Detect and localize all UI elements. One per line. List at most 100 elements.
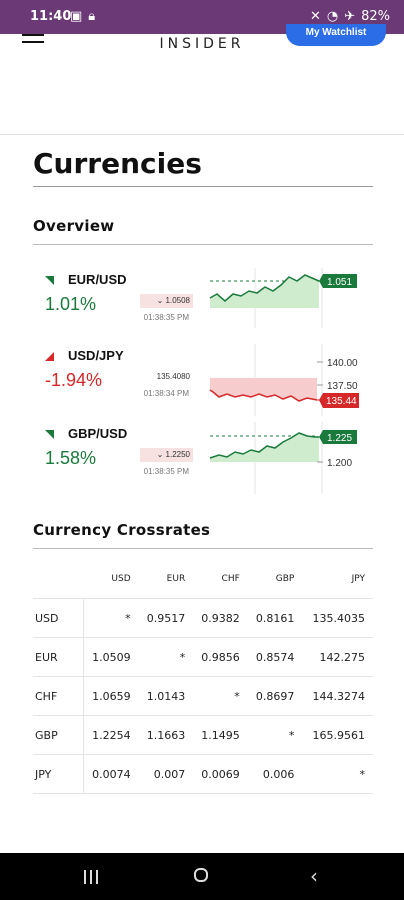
current-value-label: 1.051	[327, 277, 352, 288]
crossrates-table: USD EUR CHF GBP JPY USD * 0.9517 0.9382 …	[33, 560, 373, 794]
table-cell: 0.9856	[193, 637, 248, 677]
airplane-icon: ✈	[344, 9, 356, 24]
price-value: ⌄ 1.0508	[140, 294, 193, 308]
table-cell: 1.1663	[138, 715, 194, 755]
current-value-badge	[319, 393, 359, 408]
table-row: JPY 0.0074 0.007 0.0069 0.006 *	[33, 754, 373, 794]
sparkline-chart[interactable]: 1.200 1.225	[207, 422, 373, 494]
mute-icon: ✕	[309, 9, 321, 24]
currency-row-eurusd[interactable]: EUR/USD 1.01% ⌄ 1.0508 01:38:35 PM 1.051	[33, 268, 373, 344]
table-cell: 142.275	[302, 637, 373, 677]
currency-row-usdjpy[interactable]: USD/JPY -1.94% 135.4080 01:38:34 PM 140.…	[33, 344, 373, 420]
currency-row-gbpusd[interactable]: GBP/USD 1.58% ⌄ 1.2250 01:38:35 PM 1.200…	[33, 422, 373, 498]
currency-pair[interactable]: GBP/USD	[68, 426, 128, 441]
current-value-badge	[319, 430, 357, 444]
status-time: 11:40	[30, 9, 72, 24]
table-cell: 0.8161	[247, 598, 303, 638]
row-header: GBP	[33, 715, 84, 755]
price-timestamp: 01:38:34 PM	[143, 389, 189, 398]
table-cell: 1.2254	[83, 715, 139, 755]
column-header: CHF	[221, 574, 240, 584]
table-cell: 0.8574	[247, 637, 303, 677]
currency-pair[interactable]: EUR/USD	[68, 272, 127, 287]
table-cell: 0.007	[138, 754, 194, 794]
trend-arrow-icon	[45, 276, 54, 285]
table-cell: 1.1495	[193, 715, 248, 755]
sparkline-line	[209, 432, 319, 459]
sparkline-line	[209, 274, 320, 302]
table-cell: *	[247, 715, 303, 755]
table-cell: *	[302, 754, 373, 794]
page-title: Currencies	[33, 147, 202, 180]
change-percent: 1.58%	[45, 448, 97, 468]
table-cell: 135.4035	[302, 598, 373, 638]
table-cell: 165.9561	[302, 715, 373, 755]
title-divider	[33, 186, 373, 187]
table-cell: 0.8697	[247, 676, 303, 716]
site-header: INSIDER My Watchlist	[0, 24, 404, 135]
row-header: EUR	[33, 637, 84, 677]
current-value-badge	[319, 274, 357, 288]
system-nav-bar: ‹	[0, 853, 404, 900]
crossrates-heading: Currency Crossrates	[33, 521, 211, 539]
price-timestamp: 01:38:35 PM	[143, 467, 189, 476]
table-cell: 0.0074	[83, 754, 139, 794]
sparkline-chart[interactable]: 140.00 137.50 135.44	[207, 344, 373, 416]
price-down-icon: ⌄	[156, 296, 164, 305]
row-header: CHF	[33, 676, 84, 716]
table-row: EUR 1.0509 * 0.9856 0.8574 142.275	[33, 637, 373, 677]
crossrates-divider	[33, 548, 373, 549]
row-header: USD	[33, 598, 84, 638]
price-text: 1.2250	[165, 450, 190, 459]
row-header: JPY	[33, 754, 84, 794]
column-header	[33, 560, 84, 599]
sparkline-area	[210, 275, 319, 308]
trend-arrow-icon	[45, 352, 54, 361]
axis-label: 137.50	[327, 381, 358, 392]
price-timestamp: 01:38:35 PM	[143, 313, 189, 322]
column-header: EUR	[166, 574, 186, 584]
table-cell: 1.0143	[138, 676, 194, 716]
column-header: JPY	[351, 574, 365, 584]
price-text: 135.4080	[156, 372, 190, 381]
axis-label: 140.00	[327, 358, 358, 369]
table-cell: *	[193, 676, 248, 716]
battery-level: 82%	[361, 9, 390, 24]
insider-logo[interactable]: INSIDER	[159, 36, 245, 52]
currency-pair[interactable]: USD/JPY	[68, 348, 124, 363]
table-cell: *	[138, 637, 194, 677]
my-watchlist-button[interactable]: My Watchlist	[286, 24, 386, 46]
back-icon[interactable]: ‹	[310, 864, 318, 888]
change-percent: -1.94%	[45, 370, 103, 390]
price-down-icon: ⌄	[156, 450, 164, 459]
axis-label: 1.200	[327, 458, 352, 469]
table-cell: 1.0659	[83, 676, 139, 716]
table-cell: 0.9382	[193, 598, 248, 638]
table-row: CHF 1.0659 1.0143 * 0.8697 144.3274	[33, 676, 373, 716]
lock-icon: 🔒︎	[88, 9, 96, 24]
table-cell: *	[83, 598, 139, 638]
column-header: GBP	[275, 574, 295, 584]
table-cell: 1.0509	[83, 637, 139, 677]
hamburger-menu-icon[interactable]	[22, 34, 44, 44]
sparkline-chart[interactable]: 1.051	[207, 268, 367, 328]
column-header: USD	[111, 574, 131, 584]
sparkline-area	[210, 433, 319, 462]
table-cell: 0.9517	[138, 598, 194, 638]
change-percent: 1.01%	[45, 294, 97, 314]
home-icon[interactable]	[194, 868, 208, 882]
table-row: GBP 1.2254 1.1663 1.1495 * 165.9561	[33, 715, 373, 755]
price-text: 1.0508	[165, 296, 190, 305]
table-cell: 144.3274	[302, 676, 373, 716]
table-row: USD * 0.9517 0.9382 0.8161 135.4035	[33, 598, 373, 638]
overview-divider	[33, 244, 373, 245]
table-header-row: USD EUR CHF GBP JPY	[33, 560, 373, 599]
sparkline-line	[209, 389, 318, 402]
recent-apps-icon[interactable]	[84, 870, 100, 884]
sparkline-area	[210, 378, 317, 401]
trend-arrow-icon	[45, 430, 54, 439]
current-value-label: 1.225	[327, 433, 352, 444]
table-cell: 0.006	[247, 754, 303, 794]
wifi-icon: ◔	[326, 9, 339, 24]
table-cell: 0.0069	[193, 754, 248, 794]
